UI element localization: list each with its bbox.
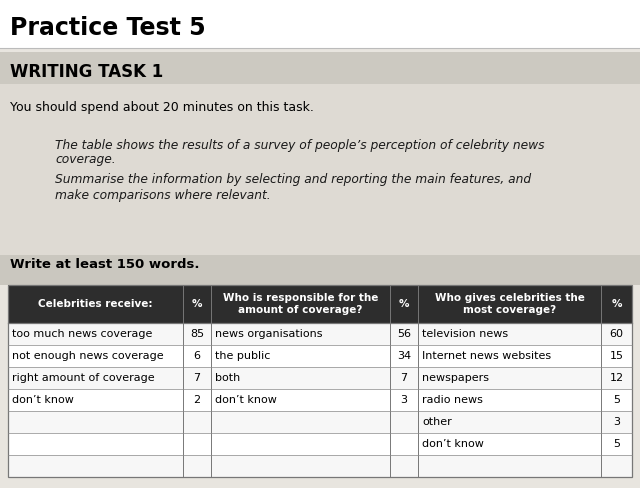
Text: other: other bbox=[422, 417, 452, 427]
Text: 3: 3 bbox=[613, 417, 620, 427]
Text: 60: 60 bbox=[609, 329, 623, 339]
Text: WRITING TASK 1: WRITING TASK 1 bbox=[10, 63, 163, 81]
Text: Celebrities receive:: Celebrities receive: bbox=[38, 299, 153, 309]
Text: television news: television news bbox=[422, 329, 508, 339]
Bar bbox=[8, 367, 632, 389]
Text: Summarise the information by selecting and reporting the main features, and: Summarise the information by selecting a… bbox=[55, 174, 531, 186]
Text: radio news: radio news bbox=[422, 395, 483, 405]
Text: the public: the public bbox=[215, 351, 270, 361]
Text: 5: 5 bbox=[613, 395, 620, 405]
Text: 7: 7 bbox=[193, 373, 200, 383]
Text: coverage.: coverage. bbox=[55, 154, 116, 166]
Text: 3: 3 bbox=[401, 395, 408, 405]
Text: too much news coverage: too much news coverage bbox=[12, 329, 152, 339]
Text: 85: 85 bbox=[190, 329, 204, 339]
Bar bbox=[8, 455, 632, 477]
Text: both: both bbox=[215, 373, 240, 383]
Bar bbox=[8, 285, 632, 477]
Text: not enough news coverage: not enough news coverage bbox=[12, 351, 164, 361]
Text: right amount of coverage: right amount of coverage bbox=[12, 373, 155, 383]
Text: don’t know: don’t know bbox=[215, 395, 277, 405]
Bar bbox=[0, 52, 640, 84]
Text: 34: 34 bbox=[397, 351, 411, 361]
Text: Write at least 150 words.: Write at least 150 words. bbox=[10, 259, 200, 271]
Text: don’t know: don’t know bbox=[12, 395, 74, 405]
Bar bbox=[0, 0, 640, 48]
Text: Practice Test 5: Practice Test 5 bbox=[10, 16, 205, 40]
Text: 12: 12 bbox=[609, 373, 623, 383]
Bar bbox=[8, 433, 632, 455]
Text: make comparisons where relevant.: make comparisons where relevant. bbox=[55, 188, 271, 202]
Text: The table shows the results of a survey of people’s perception of celebrity news: The table shows the results of a survey … bbox=[55, 139, 545, 151]
Text: Who is responsible for the
amount of coverage?: Who is responsible for the amount of cov… bbox=[223, 293, 378, 315]
Text: Who gives celebrities the
most coverage?: Who gives celebrities the most coverage? bbox=[435, 293, 584, 315]
Bar bbox=[8, 411, 632, 433]
Bar bbox=[8, 389, 632, 411]
Bar bbox=[0, 255, 640, 285]
Text: 7: 7 bbox=[401, 373, 408, 383]
Text: 6: 6 bbox=[193, 351, 200, 361]
Text: %: % bbox=[399, 299, 409, 309]
Text: don’t know: don’t know bbox=[422, 439, 484, 449]
Bar bbox=[0, 84, 640, 279]
Bar bbox=[8, 345, 632, 367]
Text: newspapers: newspapers bbox=[422, 373, 489, 383]
Bar bbox=[8, 323, 632, 345]
Text: Internet news websites: Internet news websites bbox=[422, 351, 551, 361]
Text: %: % bbox=[192, 299, 202, 309]
Text: You should spend about 20 minutes on this task.: You should spend about 20 minutes on thi… bbox=[10, 101, 314, 114]
Text: 56: 56 bbox=[397, 329, 411, 339]
Text: 2: 2 bbox=[193, 395, 200, 405]
Text: %: % bbox=[611, 299, 621, 309]
Bar bbox=[8, 285, 632, 323]
Text: news organisations: news organisations bbox=[215, 329, 323, 339]
Text: 5: 5 bbox=[613, 439, 620, 449]
Text: 15: 15 bbox=[609, 351, 623, 361]
